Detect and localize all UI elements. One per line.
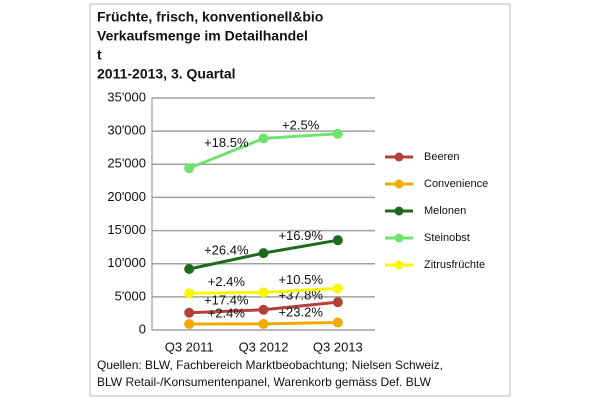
y-tick-label: 5'000 xyxy=(115,288,146,303)
legend-marker xyxy=(394,179,404,189)
legend-label: Convenience xyxy=(424,178,488,190)
data-point xyxy=(332,128,343,139)
data-point xyxy=(258,318,269,329)
data-point xyxy=(332,297,343,308)
y-tick-label: 10'000 xyxy=(107,255,146,270)
data-point xyxy=(184,319,195,330)
y-tick-label: 0 xyxy=(139,321,146,336)
y-tick-label: 35'000 xyxy=(107,89,146,104)
growth-label: +26.4% xyxy=(204,243,249,258)
chart-title: t xyxy=(97,47,102,63)
data-point xyxy=(258,304,269,315)
data-point xyxy=(258,248,269,259)
data-point xyxy=(184,288,195,299)
frame xyxy=(89,3,511,397)
x-tick-label: Q3 2013 xyxy=(313,339,363,354)
data-point xyxy=(184,264,195,275)
data-point xyxy=(184,163,195,174)
growth-label: +10.5% xyxy=(278,272,323,287)
source-note: Quellen: BLW, Fachbereich Marktbeobachtu… xyxy=(97,358,443,372)
growth-label: +16.9% xyxy=(278,228,323,243)
data-point xyxy=(258,133,269,144)
growth-label: +2.5% xyxy=(282,118,320,133)
x-tick-label: Q3 2011 xyxy=(165,339,214,354)
y-tick-label: 25'000 xyxy=(107,156,146,171)
legend-label: Melonen xyxy=(424,205,466,217)
legend-marker xyxy=(394,206,404,216)
data-point xyxy=(332,235,343,246)
growth-label: +23.2% xyxy=(278,305,323,320)
legend-label: Zitrusfrüchte xyxy=(424,259,485,271)
data-point xyxy=(332,283,343,294)
growth-label: +18.5% xyxy=(204,135,249,150)
y-tick-label: 20'000 xyxy=(107,189,146,204)
legend-label: Steinobst xyxy=(424,232,470,244)
x-tick-label: Q3 2012 xyxy=(239,339,289,354)
growth-label: +17.4% xyxy=(204,293,249,308)
legend-marker xyxy=(394,233,404,243)
data-point xyxy=(258,287,269,298)
chart-title: Früchte, frisch, konventionell&bio xyxy=(97,9,323,25)
growth-label: +2.4% xyxy=(208,305,246,320)
legend-marker xyxy=(394,152,404,162)
chart-title: Verkaufsmenge im Detailhandel xyxy=(97,28,308,44)
legend-label: Beeren xyxy=(424,151,459,163)
chart-title: 2011-2013, 3. Quartal xyxy=(97,66,236,82)
data-point xyxy=(332,317,343,328)
legend-marker xyxy=(394,260,404,270)
y-tick-label: 15'000 xyxy=(107,222,146,237)
data-point xyxy=(184,307,195,318)
y-tick-label: 30'000 xyxy=(107,123,146,138)
growth-label: +2.4% xyxy=(208,274,246,289)
source-note: BLW Retail-/Konsumentenpanel, Warenkorb … xyxy=(97,375,432,389)
